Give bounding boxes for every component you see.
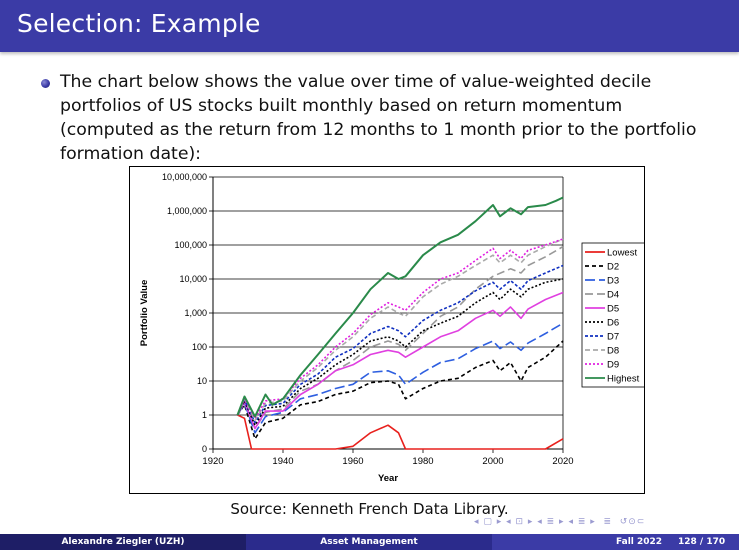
- x-tick-label: 1920: [202, 456, 223, 467]
- x-tick-label: 1960: [342, 456, 363, 467]
- series-line-d2: [236, 340, 564, 440]
- y-tick-label: 100,000: [174, 240, 207, 250]
- series-line-d4: [236, 245, 564, 430]
- series-line-d7: [236, 264, 564, 424]
- series-line-d5: [236, 291, 564, 430]
- footer-info: Fall 2022 128 / 170: [492, 534, 739, 550]
- legend-label: Lowest: [607, 248, 637, 259]
- y-tick-label: 10: [197, 376, 207, 386]
- series-line-lowest: [237, 414, 564, 450]
- navigation-icons[interactable]: ◂ ▢ ▸ ◂ ⊡ ▸ ◂ ≣ ▸ ◂ ≣ ▸ ≣ ↺⊙⊂: [474, 517, 646, 527]
- footer-course: Asset Management: [246, 534, 492, 550]
- bullet-icon: [41, 79, 50, 88]
- series-line-d6: [236, 278, 564, 427]
- footer-page-number: 128 / 170: [678, 537, 726, 547]
- momentum-chart: 0 1 10 100 1,000 10,000 100,000 1,000,000 10,000…: [139, 172, 644, 484]
- y-tick-label: 10,000: [179, 274, 207, 284]
- legend-box: [581, 242, 644, 388]
- x-tick-label: 2000: [482, 456, 503, 467]
- x-tick-label: 2020: [552, 456, 573, 467]
- bullet-text: The chart below shows the value over tim…: [60, 72, 697, 164]
- legend-label: D2: [607, 262, 619, 273]
- x-axis-label: Year: [378, 473, 398, 484]
- x-tick-label: 1940: [272, 456, 293, 467]
- chart-frame: 0 1 10 100 1,000 10,000 100,000 1,000,000 10,000…: [129, 166, 645, 494]
- y-axis-label: Portfolio Value: [139, 280, 150, 347]
- y-tick-label: 100: [192, 342, 207, 352]
- y-tick-label: 10,000,000: [162, 172, 207, 182]
- legend-label: D4: [607, 290, 619, 301]
- source-caption: Source: Kenneth French Data Library.: [230, 500, 509, 518]
- slide-title: Selection: Example: [17, 9, 261, 38]
- legend-label: D5: [607, 304, 619, 315]
- footer-author: Alexandre Ziegler (UZH): [0, 534, 246, 550]
- legend-label: D6: [607, 318, 619, 329]
- y-tick-label: 1,000,000: [167, 206, 207, 216]
- series-line-d9: [236, 238, 564, 420]
- legend-label: D3: [607, 276, 619, 287]
- y-tick-label: 0: [202, 444, 207, 454]
- y-tick-label: 1,000: [184, 308, 207, 318]
- footer-term: Fall 2022: [616, 537, 663, 547]
- y-tick-label: 1: [202, 410, 207, 420]
- legend-label: D7: [607, 332, 619, 343]
- series-line-highest: [236, 196, 564, 418]
- series-line-d3: [236, 322, 564, 434]
- legend-label: D8: [607, 346, 619, 357]
- footer-bar: Alexandre Ziegler (UZH) Asset Management…: [0, 534, 739, 550]
- legend-label: D9: [607, 360, 619, 371]
- x-tick-label: 1980: [412, 456, 433, 467]
- slide-header: Selection: Example: [0, 0, 739, 52]
- legend-label: Highest: [607, 374, 640, 385]
